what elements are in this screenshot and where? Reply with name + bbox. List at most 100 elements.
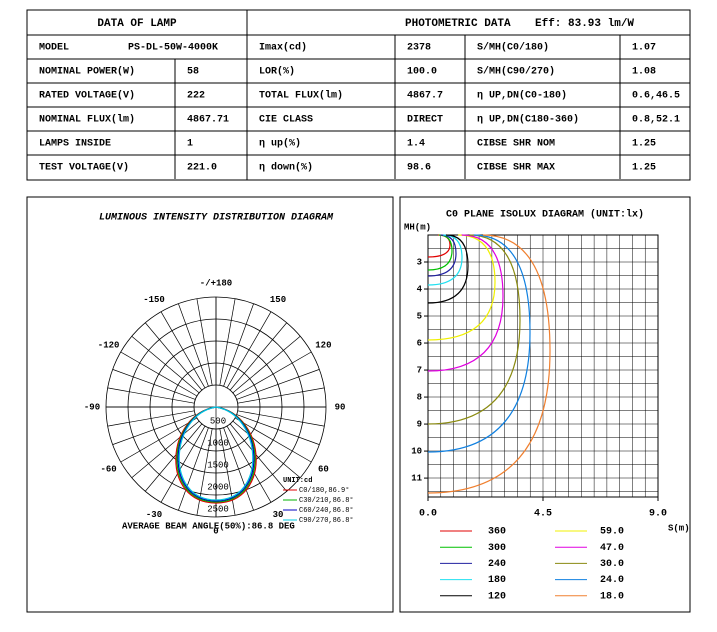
table-header: DATA OF LAMP	[97, 18, 177, 30]
isolux-panel	[399, 196, 691, 613]
angle-label: 60	[318, 464, 329, 474]
legend-label: C0/180,86.9°	[299, 486, 349, 495]
isolux-curve	[427, 234, 469, 304]
legend-label: 300	[488, 543, 506, 554]
angle-label: 0	[213, 526, 218, 536]
table-cell: 1.25	[632, 163, 656, 174]
y-tick-label: 10	[411, 446, 422, 456]
table-border	[26, 9, 691, 181]
table-cell: 4867.7	[407, 91, 443, 102]
ring	[127, 318, 305, 496]
angle-label: -/+180	[200, 278, 232, 288]
ring	[105, 296, 327, 518]
table-cell: 4867.71	[187, 115, 229, 126]
isolux-curve	[427, 234, 453, 271]
polar-panel	[26, 196, 394, 613]
table-cell: η UP,DN(C0-180)	[477, 90, 567, 102]
ring-label: 500	[210, 416, 226, 426]
legend-label: 180	[488, 575, 506, 586]
x-tick-label: 9.0	[649, 509, 667, 520]
table-cell: LAMPS INSIDE	[39, 139, 111, 150]
isolux-curve	[427, 234, 504, 372]
isolux-curve	[427, 234, 496, 341]
table-cell: MODEL	[39, 43, 69, 54]
table-cell: TOTAL FLUX(lm)	[259, 90, 343, 102]
table-cell: 2378	[407, 43, 431, 54]
table-cell: η up(%)	[259, 138, 301, 150]
legend-label: 24.0	[600, 575, 624, 586]
legend-label: C90/270,86.8°	[299, 516, 354, 525]
table-cell: Imax(cd)	[259, 42, 307, 54]
table-cell: 1.07	[632, 43, 656, 54]
table-cell: RATED VOLTAGE(V)	[39, 90, 135, 102]
isolux-title: C0 PLANE ISOLUX DIAGRAM (UNIT:lx)	[446, 209, 644, 221]
table-cell: PS-DL-50W-4000K	[128, 43, 218, 54]
y-axis-label: MH(m)	[404, 222, 431, 232]
table-cell: CIBSE SHR NOM	[477, 139, 555, 150]
table-cell: S/MH(C90/270)	[477, 66, 555, 78]
table-cell: 1.08	[632, 67, 656, 78]
table-cell: S/MH(C0/180)	[477, 42, 549, 54]
table-cell: 1.25	[632, 139, 656, 150]
table-cell: NOMINAL FLUX(lm)	[39, 114, 135, 126]
table-cell: DIRECT	[407, 115, 443, 126]
angle-label: 90	[335, 402, 346, 412]
legend-label: 30.0	[600, 559, 624, 570]
legend-label: C60/240,86.8°	[299, 506, 354, 515]
table-cell: 0.8,52.1	[632, 115, 680, 126]
angle-label: -120	[98, 340, 120, 350]
legend-label: C30/210,86.8°	[299, 496, 354, 505]
table-cell: NOMINAL POWER(W)	[39, 66, 135, 78]
y-tick-label: 4	[417, 284, 423, 294]
distribution-curve	[178, 406, 254, 501]
table-cell: 221.0	[187, 163, 217, 174]
table-header: PHOTOMETRIC DATA	[405, 18, 511, 30]
table-cell: 1	[187, 139, 193, 150]
table-cell: TEST VOLTAGE(V)	[39, 162, 129, 174]
table-cell: 0.6,46.5	[632, 91, 680, 102]
isolux-curve	[427, 234, 457, 277]
ring-label: 1500	[207, 460, 229, 470]
x-axis-label: S(m)	[668, 523, 690, 533]
legend-label: 18.0	[600, 591, 624, 602]
legend-label: 47.0	[600, 543, 624, 554]
legend-label: 120	[488, 591, 506, 602]
ring	[193, 384, 239, 430]
isolux-curve	[427, 234, 531, 453]
angle-label: -150	[143, 295, 165, 305]
angle-label: 30	[273, 510, 284, 520]
angle-label: -60	[101, 464, 117, 474]
angle-label: 150	[270, 295, 286, 305]
polar-title: LUMINOUS INTENSITY DISTRIBUTION DIAGRAM	[99, 213, 334, 224]
isolux-curve	[427, 234, 451, 258]
efficiency: Eff: 83.93 lm/W	[535, 18, 634, 30]
table-cell: 58	[187, 67, 199, 78]
ring-label: 1000	[207, 438, 229, 448]
angle-label: -30	[146, 510, 162, 520]
ring-label: 2000	[207, 482, 229, 492]
angle-label: -90	[84, 402, 100, 412]
angle-label: 120	[315, 340, 331, 350]
table-cell: η down(%)	[259, 162, 313, 174]
isolux-curve	[427, 234, 521, 425]
y-tick-label: 5	[417, 311, 422, 321]
ring	[171, 362, 261, 452]
table-cell: 98.6	[407, 163, 431, 174]
table-cell: CIBSE SHR MAX	[477, 163, 555, 174]
legend-label: 59.0	[600, 527, 624, 538]
table-cell: CIE CLASS	[259, 115, 313, 126]
legend-label: 240	[488, 559, 506, 570]
y-tick-label: 7	[417, 365, 422, 375]
isolux-curve	[427, 234, 551, 494]
legend-label: 360	[488, 527, 506, 538]
isolux-curve	[427, 234, 463, 286]
x-tick-label: 0.0	[419, 509, 437, 520]
y-tick-label: 6	[417, 338, 422, 348]
y-tick-label: 9	[417, 419, 422, 429]
y-tick-label: 3	[417, 257, 422, 267]
ring	[149, 340, 283, 474]
table-cell: LOR(%)	[259, 66, 295, 78]
y-tick-label: 8	[417, 392, 422, 402]
table-cell: 1.4	[407, 139, 425, 150]
